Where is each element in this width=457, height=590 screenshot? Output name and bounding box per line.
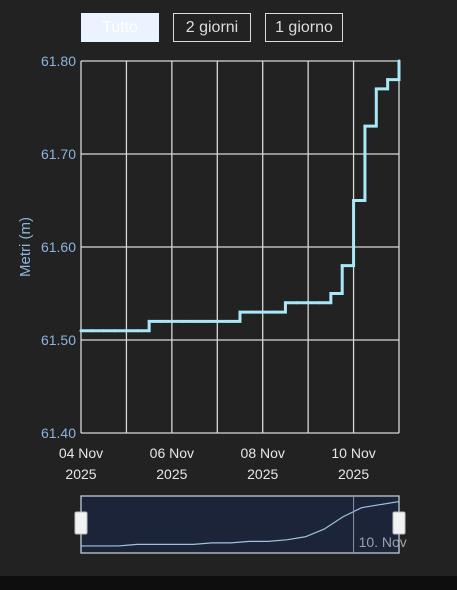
data-point [204, 319, 208, 323]
navigator[interactable]: 10. Nov [74, 495, 407, 554]
data-point [227, 319, 231, 323]
x-tick-label: 04 Nov [59, 445, 103, 461]
x-tick-year: 2025 [338, 466, 369, 482]
y-axis-label: Metri (m) [17, 217, 34, 277]
x-tick-label: 06 Nov [150, 445, 194, 461]
data-point [249, 310, 253, 314]
data-point [306, 301, 310, 305]
data-point [374, 87, 378, 91]
data-point [147, 319, 151, 323]
x-tick-label: 08 Nov [241, 445, 285, 461]
data-point [363, 124, 367, 128]
data-point [340, 264, 344, 268]
navigator-line [81, 500, 400, 547]
range-button-2-days[interactable]: 2 giorni [173, 13, 251, 42]
y-tick-label: 61.70 [41, 146, 76, 162]
data-point [215, 319, 219, 323]
data-point [386, 78, 390, 82]
range-button-all[interactable]: Tutto [81, 13, 159, 42]
data-point [90, 329, 94, 333]
bottom-bar [0, 576, 457, 590]
x-tick-year: 2025 [247, 466, 278, 482]
data-point [283, 301, 287, 305]
x-axis-ticks: 04 Nov 2025 06 Nov 2025 08 Nov 2025 10 Nov 2025 [59, 445, 376, 482]
navigator-handle-left[interactable] [74, 511, 88, 535]
y-tick-label: 61.80 [41, 53, 76, 69]
y-axis-ticks: 61.80 61.70 61.60 61.50 61.40 [41, 53, 76, 441]
y-tick-label: 61.40 [41, 425, 76, 441]
data-point [193, 319, 197, 323]
data-point [181, 319, 185, 323]
data-point [136, 329, 140, 333]
series-layer [79, 59, 401, 333]
x-tick-year: 2025 [156, 466, 187, 482]
series-line [81, 61, 401, 333]
grid [80, 60, 400, 434]
range-button-1-day[interactable]: 1 giorno [265, 13, 343, 42]
y-tick-label: 61.60 [41, 239, 76, 255]
navigator-handle-right[interactable] [392, 511, 406, 535]
x-tick-year: 2025 [65, 466, 96, 482]
data-point [102, 329, 106, 333]
navigator-background [80, 495, 400, 554]
data-point [272, 310, 276, 314]
data-point [79, 329, 83, 333]
data-point [329, 292, 333, 295]
data-point [352, 199, 356, 202]
data-point [124, 329, 128, 333]
x-tick-label: 10 Nov [331, 445, 375, 461]
data-point [159, 319, 162, 323]
data-point [170, 319, 174, 323]
data-point [397, 59, 401, 63]
navigator-date-label: 10. Nov [359, 534, 407, 550]
data-point [295, 301, 299, 305]
data-point [261, 310, 265, 314]
navigator-series-layer [81, 500, 400, 547]
data-point [238, 310, 242, 314]
data-point [318, 301, 321, 305]
y-tick-label: 61.50 [41, 332, 76, 348]
data-point [113, 329, 117, 333]
